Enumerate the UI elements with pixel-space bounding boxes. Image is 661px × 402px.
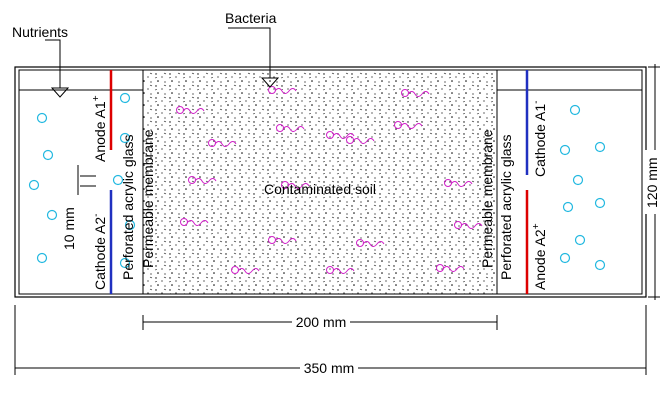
label-bg xyxy=(645,150,661,214)
nutrient-bubble xyxy=(124,219,136,231)
nutrient-bubble xyxy=(594,141,606,153)
bacterium-tail xyxy=(362,241,385,247)
nutrient-bubble xyxy=(559,252,571,264)
bacterium-tail xyxy=(237,268,260,274)
bacteria-label: Bacteria xyxy=(225,10,277,26)
soil-label: Contaminated soil xyxy=(264,181,376,197)
nutrient-bubble xyxy=(28,179,40,191)
bacterium-tail xyxy=(332,133,355,139)
electrode-label: Cathode A1- xyxy=(531,100,548,177)
nutrient-bubble xyxy=(42,149,54,161)
nutrient-bubbles xyxy=(28,92,606,271)
bacterium-tail xyxy=(214,141,237,147)
bacterium-tail xyxy=(282,126,305,132)
bacterium-tail xyxy=(332,268,355,274)
label-bg xyxy=(300,360,358,376)
leader xyxy=(228,27,271,78)
soil xyxy=(142,69,498,295)
nutrient-bubble xyxy=(119,257,131,269)
bacterium-tail xyxy=(274,88,297,94)
leader xyxy=(45,39,61,88)
electrode-label: Cathode A2- xyxy=(91,213,108,290)
electrode-label: Anode A2+ xyxy=(531,223,548,290)
nutrient-bubble xyxy=(594,197,606,209)
nutrient-bubble xyxy=(46,209,58,221)
nutrient-bubble xyxy=(594,259,606,271)
bacterium-tail xyxy=(182,108,205,114)
bacterium-tail xyxy=(407,91,430,97)
nutrient-bubble xyxy=(559,144,571,156)
bacterium-tail xyxy=(194,178,217,184)
bacteria-marks xyxy=(176,86,483,274)
nutrient-bubble xyxy=(119,92,131,104)
electrode-label: Anode A1+ xyxy=(91,95,108,162)
nutrient-bubble xyxy=(569,104,581,116)
wall-label: Permeable membrane xyxy=(140,129,156,268)
marker xyxy=(260,77,280,88)
nutrient-bubble xyxy=(562,201,574,213)
dimension-label: 120 mm xyxy=(644,157,660,208)
marker xyxy=(50,87,70,98)
nutrient-bubble xyxy=(36,252,48,264)
tank xyxy=(14,66,647,298)
dimension-label: 10 mm xyxy=(61,207,77,250)
nutrient-bubble xyxy=(572,174,584,186)
bacterium-tail xyxy=(460,223,483,229)
dimension-label: 200 mm xyxy=(296,314,347,330)
wall-label: Perforated acrylic glass xyxy=(120,134,136,280)
bacterium-tail xyxy=(442,266,465,272)
bacterium-tail xyxy=(274,238,297,244)
wall-label: Permeable membrane xyxy=(479,129,495,268)
nutrient-bubble xyxy=(574,234,586,246)
nutrient-bubble xyxy=(112,174,124,186)
bacterium-tail xyxy=(450,181,473,187)
bacterium-tail xyxy=(400,123,423,129)
nutrient-bubble xyxy=(119,132,131,144)
dimension-label: 350 mm xyxy=(304,360,355,376)
nutrient-bubble xyxy=(36,112,48,124)
bacterium-tail xyxy=(352,138,375,144)
wall-label: Perforated acrylic glass xyxy=(498,134,514,280)
nutrients-label: Nutrients xyxy=(12,24,68,40)
bacterium-tail xyxy=(287,183,310,189)
bacterium-tail xyxy=(186,220,209,226)
label-bg xyxy=(292,314,350,330)
